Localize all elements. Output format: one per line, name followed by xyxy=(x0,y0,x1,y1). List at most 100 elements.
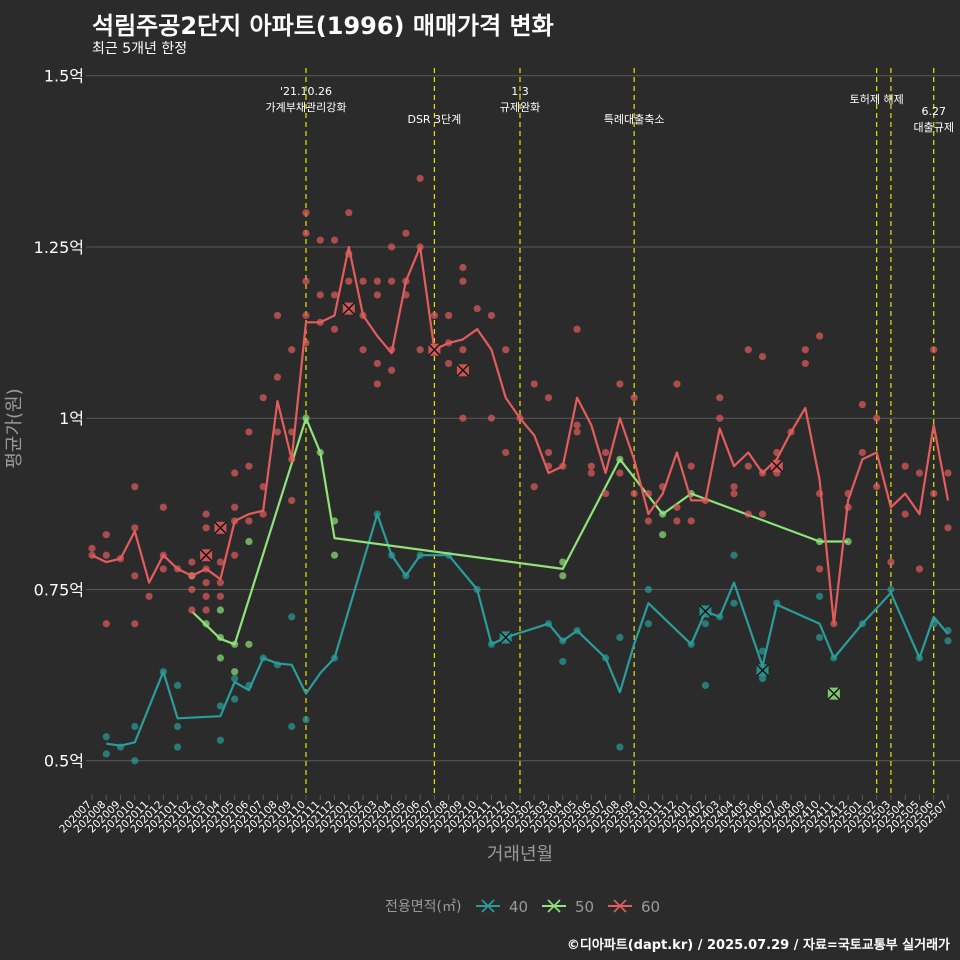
data-point-60 xyxy=(316,291,324,299)
series-line-40 xyxy=(106,513,949,747)
chart-subtitle: 최근 5개년 한정 xyxy=(92,41,188,57)
data-point-60 xyxy=(388,277,396,285)
data-point-40 xyxy=(174,681,182,689)
legend-marker-60 xyxy=(613,899,627,913)
mean-marker-x-60 xyxy=(342,302,356,316)
data-point-60 xyxy=(202,579,210,587)
data-point-60 xyxy=(616,469,624,477)
data-point-60 xyxy=(459,263,467,272)
data-point-60 xyxy=(202,592,210,600)
data-point-40 xyxy=(644,620,653,628)
data-point-60 xyxy=(944,524,952,532)
data-point-60 xyxy=(758,510,767,518)
data-point-60 xyxy=(273,373,282,381)
mean-marker-x-60 xyxy=(427,343,441,357)
data-point-60 xyxy=(216,592,224,600)
data-point-60 xyxy=(716,414,724,422)
data-point-60 xyxy=(330,325,339,333)
data-point-40 xyxy=(887,585,895,594)
event-label: 대출규제 xyxy=(913,121,953,134)
source-caption: ©디아파트(dapt.kr) / 2025.07.29 / 자료=국토교통부 실… xyxy=(566,938,950,953)
data-point-60 xyxy=(573,421,581,429)
data-point-60 xyxy=(459,277,467,285)
data-point-40 xyxy=(231,674,239,683)
legend-label-60: 60 xyxy=(641,898,660,916)
data-point-60 xyxy=(245,428,253,436)
data-point-60 xyxy=(202,510,210,518)
series-line-60 xyxy=(91,245,950,625)
data-point-60 xyxy=(630,489,638,498)
data-point-60 xyxy=(915,565,924,573)
data-point-50 xyxy=(231,668,239,676)
data-point-60 xyxy=(644,489,653,498)
data-point-60 xyxy=(231,551,239,559)
data-point-40 xyxy=(758,674,767,683)
data-point-60 xyxy=(487,414,496,422)
data-point-40 xyxy=(131,722,139,731)
data-point-60 xyxy=(730,483,738,491)
data-point-60 xyxy=(188,558,196,566)
data-point-60 xyxy=(302,277,310,285)
data-point-60 xyxy=(445,359,453,368)
data-point-60 xyxy=(530,483,538,491)
data-point-60 xyxy=(602,489,610,498)
data-point-60 xyxy=(445,311,453,320)
data-point-40 xyxy=(559,657,567,666)
series-line-50 xyxy=(191,417,849,646)
legend-label-50: 50 xyxy=(575,898,594,916)
data-point-60 xyxy=(801,346,809,354)
data-point-60 xyxy=(673,517,681,525)
event-label: 가계부채관리강화 xyxy=(266,101,347,114)
mean-marker-x-60 xyxy=(770,459,784,473)
mean-marker-x-40 xyxy=(698,604,712,618)
data-point-60 xyxy=(473,305,481,313)
data-point-40 xyxy=(102,733,110,741)
data-point-60 xyxy=(288,346,296,354)
data-point-60 xyxy=(102,620,110,628)
data-point-60 xyxy=(544,448,553,457)
data-point-60 xyxy=(873,414,881,422)
data-point-60 xyxy=(302,209,310,217)
data-point-50 xyxy=(559,572,567,580)
data-point-60 xyxy=(502,346,510,354)
data-point-50 xyxy=(245,537,253,546)
data-point-60 xyxy=(573,428,581,436)
data-point-60 xyxy=(131,620,139,628)
data-point-60 xyxy=(245,517,253,525)
data-point-60 xyxy=(259,394,267,402)
data-point-60 xyxy=(816,565,824,573)
data-point-60 xyxy=(330,236,339,244)
data-point-60 xyxy=(758,352,767,361)
data-point-40 xyxy=(616,633,624,642)
mean-marker-x-50 xyxy=(827,687,841,701)
data-point-40 xyxy=(102,750,110,758)
data-point-60 xyxy=(644,517,653,525)
mean-marker-x-60 xyxy=(213,521,227,535)
data-point-60 xyxy=(487,311,496,320)
data-point-60 xyxy=(345,209,353,217)
data-point-60 xyxy=(231,503,239,511)
data-point-60 xyxy=(873,483,881,491)
event-label: DSR 3단계 xyxy=(407,113,461,126)
data-point-40 xyxy=(216,736,224,744)
data-point-40 xyxy=(944,637,952,645)
data-point-50 xyxy=(844,537,852,546)
data-point-60 xyxy=(930,489,938,498)
data-point-60 xyxy=(216,558,224,566)
data-point-60 xyxy=(216,579,224,587)
data-point-60 xyxy=(944,469,952,477)
data-point-60 xyxy=(687,517,695,525)
data-point-60 xyxy=(330,291,339,299)
data-point-40 xyxy=(816,592,824,600)
data-point-60 xyxy=(416,174,424,183)
data-point-60 xyxy=(459,414,467,422)
data-point-60 xyxy=(459,346,467,354)
data-point-60 xyxy=(744,346,752,354)
data-point-60 xyxy=(373,277,381,285)
data-point-40 xyxy=(174,722,182,731)
data-point-60 xyxy=(730,489,738,498)
data-point-60 xyxy=(131,524,139,532)
chart-title: 석림주공2단지 아파트(1996) 매매가격 변화 xyxy=(92,12,554,40)
